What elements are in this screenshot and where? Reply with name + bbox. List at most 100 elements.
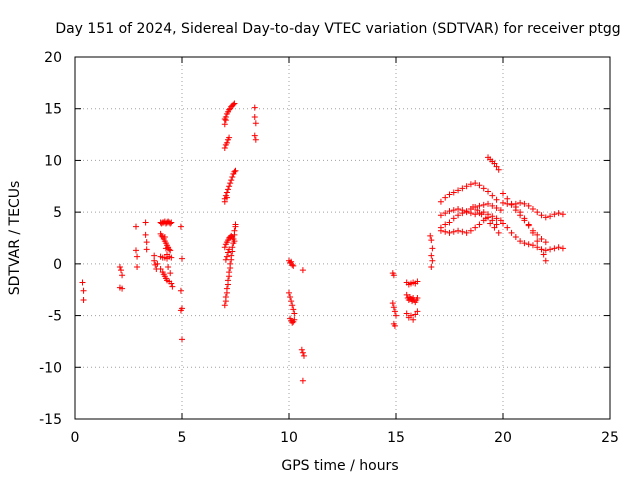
data-point [455,227,462,234]
data-point [232,221,239,228]
data-point [169,283,176,290]
data-point [476,221,483,228]
data-point [491,224,498,231]
data-point [225,186,232,193]
data-point [251,104,258,111]
data-point [551,245,558,252]
data-point [414,294,421,301]
data-point [226,246,233,253]
data-point [222,256,229,263]
data-point [555,244,562,251]
data-point [517,209,524,216]
data-point [559,211,566,218]
data-point [289,319,296,326]
data-point [463,183,470,190]
data-point [529,229,536,236]
y-tick-label: 0 [53,257,62,273]
data-point [231,100,238,107]
data-point [226,106,233,113]
data-point [132,247,139,254]
data-point [226,134,233,141]
data-point [288,258,295,265]
data-point [467,210,474,217]
data-point [116,263,123,270]
data-point [437,198,444,205]
data-point [529,206,536,213]
data-point [229,244,236,251]
data-point [231,238,238,245]
data-points [79,100,566,384]
data-point [489,217,496,224]
data-point [491,160,498,167]
data-point [290,262,297,269]
data-point [168,219,175,226]
data-point [463,229,470,236]
data-point [228,177,235,184]
data-point [251,113,258,120]
y-tick-label: -15 [39,412,62,428]
data-point [177,307,184,314]
data-point [512,233,519,240]
data-point [167,220,174,227]
data-point [287,293,294,300]
data-point [446,208,453,215]
data-point [80,297,87,304]
data-point [167,247,174,254]
x-axis-label: GPS time / hours [281,458,398,474]
data-point [442,194,449,201]
data-point [504,224,511,231]
data-point [118,267,125,274]
data-point [230,101,237,108]
data-point [162,245,169,252]
data-point [427,232,434,239]
data-point [299,377,306,384]
data-point [143,246,150,253]
data-point [495,229,502,236]
data-point [403,291,410,298]
data-point [540,251,547,258]
data-point [504,200,511,207]
data-point [450,215,457,222]
data-point [231,227,238,234]
data-point [493,196,500,203]
data-point [407,312,414,319]
data-point [228,232,235,239]
data-point [446,229,453,236]
data-point [538,212,545,219]
data-point [487,220,494,227]
data-point [459,228,466,235]
data-point [166,246,173,253]
y-tick-label: 5 [53,205,62,221]
data-point [221,198,228,205]
data-point [298,346,305,353]
data-point [223,189,230,196]
data-point [221,121,228,128]
data-point [291,316,298,323]
data-point [288,298,295,305]
data-point [429,245,436,252]
data-point [437,212,444,219]
y-tick-label: 20 [44,50,62,66]
data-point [497,207,504,214]
data-point [119,272,126,279]
data-point [542,247,549,254]
data-point [134,253,141,260]
data-point [229,173,236,180]
data-point [529,242,536,249]
data-point [225,277,232,284]
data-point [459,185,466,192]
data-point [476,202,483,209]
data-point [221,145,228,152]
data-point [525,241,532,248]
data-point [177,287,184,294]
data-point [442,221,449,228]
data-point [223,285,230,292]
data-point [542,214,549,221]
data-point [508,201,515,208]
data-point [221,302,228,309]
axis-ticks: 0 5 10 15 20 25 -15 -10 -5 0 5 10 15 20 [39,50,619,446]
data-point [493,163,500,170]
data-point [480,185,487,192]
data-point [493,215,500,222]
